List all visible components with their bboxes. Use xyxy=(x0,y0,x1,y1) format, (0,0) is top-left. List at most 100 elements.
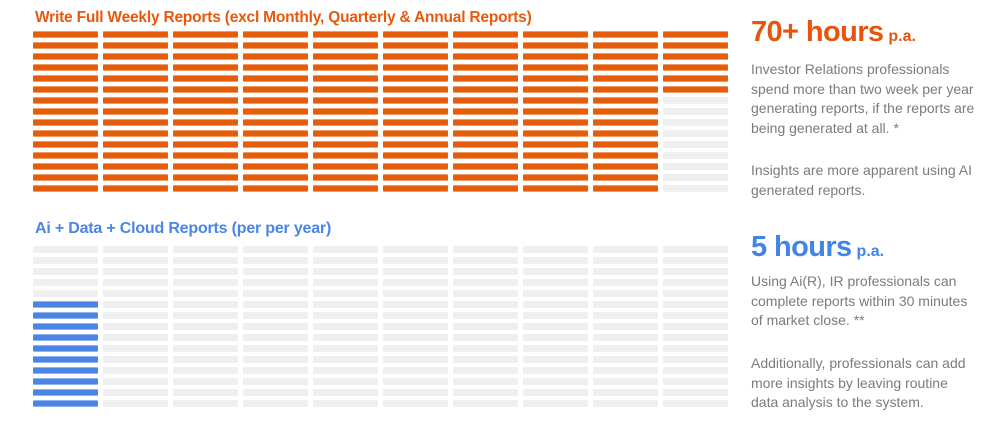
filled-unit-cell xyxy=(103,64,168,71)
empty-unit-cell xyxy=(523,246,588,253)
empty-unit-cell xyxy=(33,268,98,275)
filled-unit-cell xyxy=(243,174,308,181)
empty-unit-cell xyxy=(243,246,308,253)
empty-unit-cell xyxy=(593,367,658,374)
filled-unit-cell xyxy=(33,97,98,104)
empty-unit-cell xyxy=(383,367,448,374)
empty-unit-cell xyxy=(593,400,658,407)
empty-unit-cell xyxy=(243,400,308,407)
filled-unit-cell xyxy=(173,108,238,115)
filled-unit-cell xyxy=(523,75,588,82)
filled-unit-cell xyxy=(383,64,448,71)
empty-unit-cell xyxy=(103,257,168,264)
empty-unit-cell xyxy=(33,257,98,264)
filled-unit-cell xyxy=(593,86,658,93)
empty-unit-cell xyxy=(383,345,448,352)
filled-unit-cell xyxy=(313,108,378,115)
filled-unit-cell xyxy=(523,97,588,104)
empty-unit-cell xyxy=(453,257,518,264)
empty-unit-cell xyxy=(523,356,588,363)
filled-unit-cell xyxy=(383,174,448,181)
filled-unit-cell xyxy=(103,75,168,82)
empty-unit-cell xyxy=(173,345,238,352)
filled-unit-cell xyxy=(313,86,378,93)
filled-unit-cell xyxy=(593,141,658,148)
empty-unit-cell xyxy=(663,152,728,159)
empty-unit-cell xyxy=(313,356,378,363)
filled-unit-cell xyxy=(33,119,98,126)
empty-unit-cell xyxy=(383,323,448,330)
ai-insights-note: Insights are more apparent using AI gene… xyxy=(751,162,973,198)
empty-unit-cell xyxy=(103,389,168,396)
empty-unit-cell xyxy=(173,356,238,363)
empty-unit-cell xyxy=(453,279,518,286)
empty-unit-cell xyxy=(313,279,378,286)
empty-unit-cell xyxy=(173,246,238,253)
empty-unit-cell xyxy=(313,323,378,330)
empty-unit-cell xyxy=(173,290,238,297)
filled-unit-cell xyxy=(593,31,658,38)
filled-unit-cell xyxy=(173,163,238,170)
empty-unit-cell xyxy=(313,268,378,275)
empty-unit-cell xyxy=(453,323,518,330)
empty-unit-cell xyxy=(523,367,588,374)
filled-unit-cell xyxy=(33,53,98,60)
empty-unit-cell xyxy=(663,257,728,264)
filled-unit-cell xyxy=(453,86,518,93)
ai-hours-stat: 5 hours p.a. xyxy=(751,231,884,264)
empty-unit-cell xyxy=(593,334,658,341)
empty-unit-cell xyxy=(313,345,378,352)
filled-unit-cell xyxy=(243,119,308,126)
filled-unit-cell xyxy=(243,152,308,159)
filled-unit-cell xyxy=(383,53,448,60)
filled-unit-cell xyxy=(383,141,448,148)
empty-unit-cell xyxy=(313,290,378,297)
empty-unit-cell xyxy=(243,378,308,385)
empty-unit-cell xyxy=(313,378,378,385)
empty-unit-cell xyxy=(313,400,378,407)
filled-unit-cell xyxy=(453,152,518,159)
filled-unit-cell xyxy=(33,141,98,148)
empty-unit-cell xyxy=(313,389,378,396)
empty-unit-cell xyxy=(383,400,448,407)
filled-unit-cell xyxy=(33,86,98,93)
empty-unit-cell xyxy=(173,323,238,330)
filled-unit-cell xyxy=(33,389,98,396)
filled-unit-cell xyxy=(453,141,518,148)
empty-unit-cell xyxy=(663,97,728,104)
empty-unit-cell xyxy=(453,301,518,308)
empty-unit-cell xyxy=(243,334,308,341)
empty-unit-cell xyxy=(593,246,658,253)
filled-unit-cell xyxy=(173,42,238,49)
empty-unit-cell xyxy=(243,312,308,319)
filled-unit-cell xyxy=(313,163,378,170)
manual-hours-value: 70+ hours xyxy=(751,16,884,48)
empty-unit-cell xyxy=(523,323,588,330)
empty-unit-cell xyxy=(383,246,448,253)
filled-unit-cell xyxy=(103,130,168,137)
waffle-column xyxy=(523,31,588,192)
filled-unit-cell xyxy=(663,53,728,60)
empty-unit-cell xyxy=(453,345,518,352)
empty-unit-cell xyxy=(663,400,728,407)
filled-unit-cell xyxy=(523,64,588,71)
filled-unit-cell xyxy=(103,42,168,49)
ai-reports-description: Using Ai(R), IR professionals can comple… xyxy=(751,273,968,328)
filled-unit-cell xyxy=(523,108,588,115)
empty-unit-cell xyxy=(663,185,728,192)
empty-unit-cell xyxy=(523,312,588,319)
filled-unit-cell xyxy=(453,185,518,192)
filled-unit-cell xyxy=(33,367,98,374)
filled-unit-cell xyxy=(103,152,168,159)
filled-unit-cell xyxy=(383,42,448,49)
filled-unit-cell xyxy=(593,53,658,60)
filled-unit-cell xyxy=(383,119,448,126)
filled-unit-cell xyxy=(383,75,448,82)
empty-unit-cell xyxy=(663,356,728,363)
filled-unit-cell xyxy=(243,31,308,38)
filled-unit-cell xyxy=(453,75,518,82)
filled-unit-cell xyxy=(33,152,98,159)
filled-unit-cell xyxy=(313,119,378,126)
filled-unit-cell xyxy=(453,53,518,60)
